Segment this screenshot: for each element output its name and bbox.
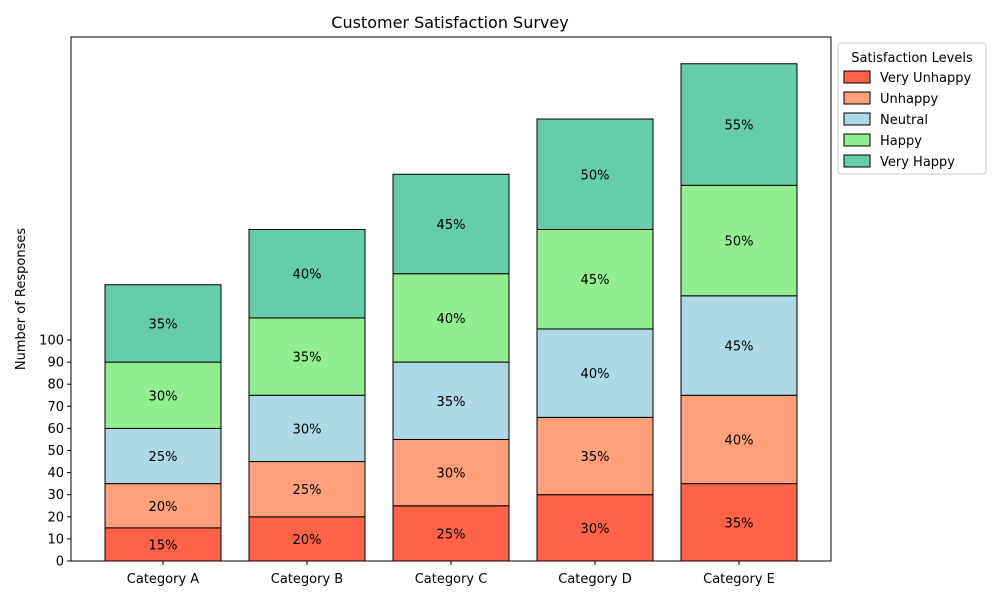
bar-segment — [248, 394, 366, 463]
bar-segment-label: 50% — [725, 235, 754, 250]
legend-swatch — [843, 112, 871, 126]
bar-segment — [248, 229, 366, 319]
bar-segment — [392, 173, 510, 275]
bar-segment-label: 25% — [149, 450, 178, 465]
bar-segment-label: 20% — [149, 500, 178, 515]
bar-segment — [392, 505, 510, 562]
bar-segment-label: 45% — [581, 273, 610, 288]
bar-segment-label: 30% — [293, 422, 322, 437]
bar-segment-label: 55% — [725, 119, 754, 134]
bar-segment — [392, 361, 510, 440]
legend-item-label: Very Unhappy — [880, 71, 972, 86]
bar-segment — [536, 494, 654, 562]
bar-segment — [536, 229, 654, 330]
bar-segment — [104, 361, 222, 429]
bar-segment-label: 30% — [437, 467, 466, 482]
bar-segment-label: 40% — [293, 268, 322, 283]
bar-segment — [248, 461, 366, 518]
y-tick-label: 100 — [39, 334, 64, 349]
bar-segment — [248, 516, 366, 562]
legend: Satisfaction Levels Very Unhappy Unhappy Ne… — [837, 42, 987, 175]
bar-segment-label: 15% — [149, 538, 178, 553]
bar-segment-label: 35% — [581, 450, 610, 465]
bar-segment — [536, 416, 654, 496]
y-tick-label: 0 — [56, 555, 64, 570]
y-tick-label: 70 — [47, 400, 64, 415]
x-tick-label: Category B — [271, 572, 343, 587]
bar-segment — [104, 527, 222, 562]
bar-segment-label: 45% — [437, 218, 466, 233]
bar-segment-label: 35% — [437, 395, 466, 410]
y-tick-label: 90 — [47, 356, 64, 371]
bar-segment-label: 35% — [293, 351, 322, 366]
x-tick-label: Category D — [558, 572, 632, 587]
bar-segment — [680, 483, 798, 562]
bar-segment-label: 35% — [725, 516, 754, 531]
bar-segment — [536, 328, 654, 418]
bar-segment — [248, 317, 366, 396]
y-tick-label: 30 — [47, 488, 64, 503]
y-tick-label: 80 — [47, 378, 64, 393]
legend-item-label: Very Happy — [880, 155, 955, 170]
legend-swatch — [843, 70, 871, 84]
bar-segment-label: 40% — [725, 433, 754, 448]
bar-segment — [680, 63, 798, 186]
bar-segment — [104, 284, 222, 363]
y-tick-label: 40 — [47, 466, 64, 481]
y-tick-label: 60 — [47, 422, 64, 437]
x-tick-label: Category C — [415, 572, 488, 587]
legend-swatch — [843, 91, 871, 105]
plot-area: 15% 20% 25% 30% 35% 20% 25% 30% 35% 40% 25% 30% 35% 4… — [39, 36, 832, 587]
bar-segment-label: 30% — [581, 522, 610, 537]
x-tick-label: Category A — [127, 572, 200, 587]
legend-item-label: Unhappy — [880, 92, 938, 107]
bar-segment-label: 40% — [437, 312, 466, 327]
bar-segment-label: 35% — [149, 317, 178, 332]
legend-box — [837, 42, 987, 175]
bar-segment-label: 45% — [725, 340, 754, 355]
y-axis-label: Number of Responses — [14, 228, 29, 370]
bar-segment-label: 40% — [581, 367, 610, 382]
bar-segment-label: 25% — [437, 527, 466, 542]
bar-segment — [536, 118, 654, 230]
legend-swatch — [843, 154, 871, 168]
bar-segment — [392, 438, 510, 507]
bar-segment — [680, 184, 798, 297]
bar-segment-label: 20% — [293, 533, 322, 548]
legend-title: Satisfaction Levels — [851, 51, 973, 66]
y-tick-label: 10 — [47, 532, 64, 547]
legend-item-label: Happy — [880, 134, 922, 149]
bar-segment-label: 30% — [149, 389, 178, 404]
chart-title: Customer Satisfaction Survey — [331, 13, 568, 32]
bar-segment-label: 25% — [293, 483, 322, 498]
bar-segment — [680, 295, 798, 396]
y-tick-label: 50 — [47, 444, 64, 459]
bar-segment — [104, 483, 222, 529]
legend-swatch — [843, 133, 871, 147]
bar-segment-label: 50% — [581, 168, 610, 183]
y-tick-label: 20 — [47, 510, 64, 525]
legend-item-label: Neutral — [880, 113, 928, 128]
x-tick-label: Category E — [703, 572, 775, 587]
